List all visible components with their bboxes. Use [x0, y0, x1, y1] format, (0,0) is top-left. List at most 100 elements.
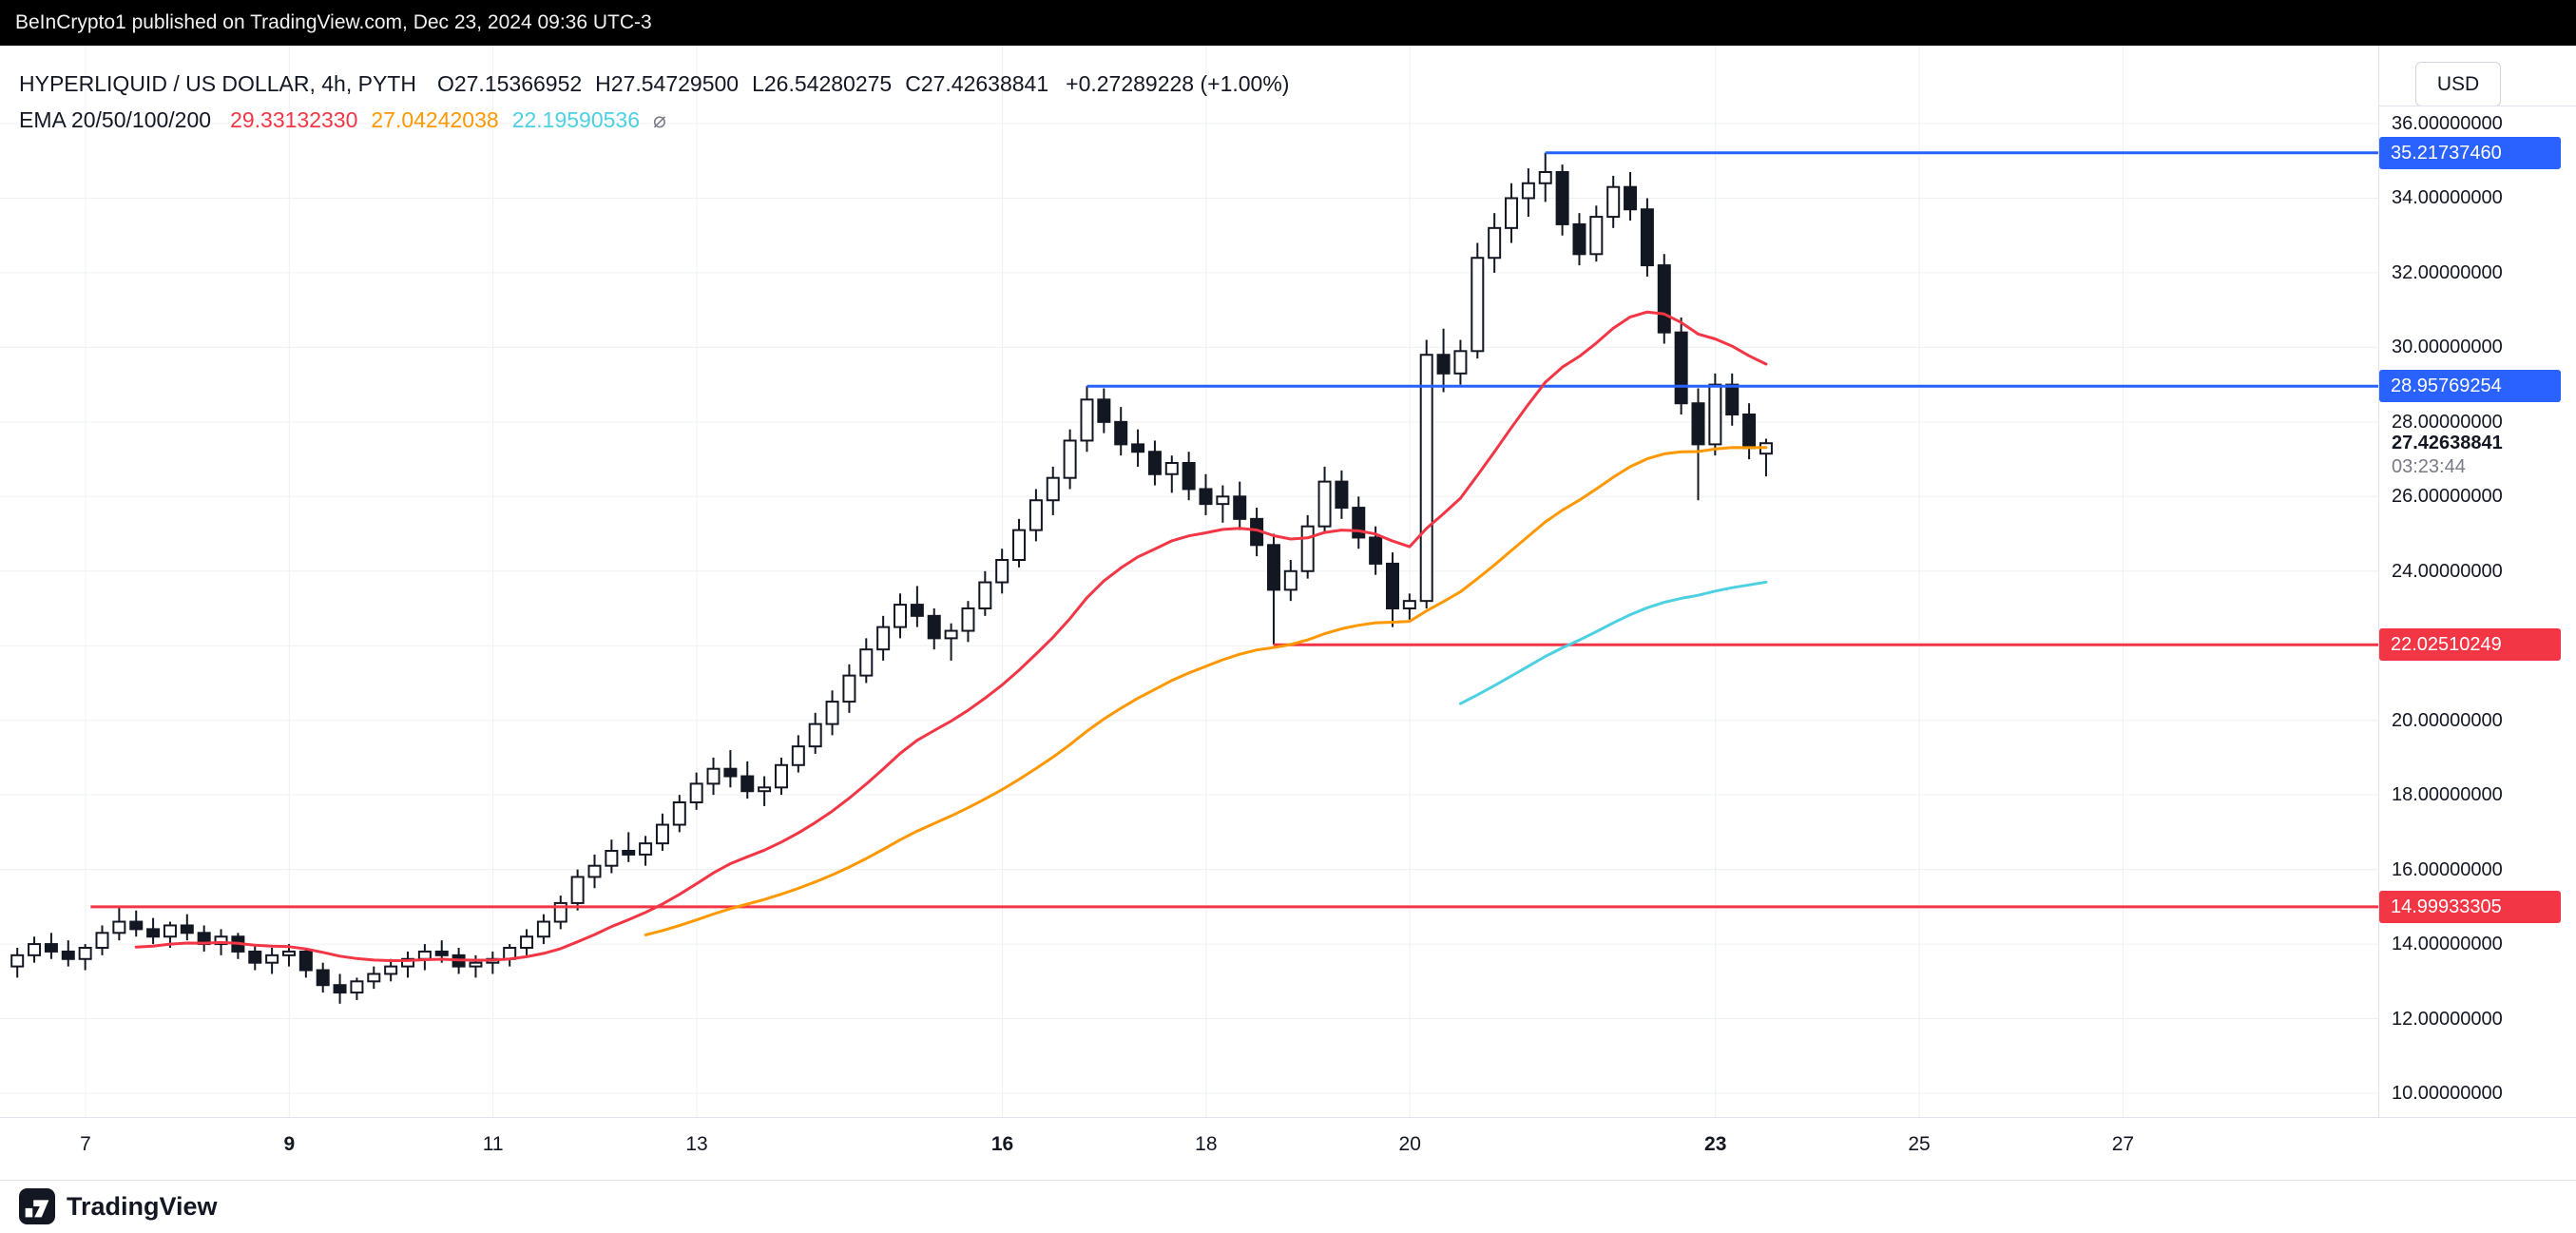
time-axis-label: 11 [482, 1133, 504, 1155]
candle-up [1538, 171, 1552, 184]
bar-countdown-label: 03:23:44 [2392, 456, 2466, 478]
candle-up [1606, 185, 1621, 219]
price-axis-tick: 24.00000000 [2392, 560, 2503, 582]
candle-up [1063, 439, 1077, 479]
candle-up [1012, 529, 1027, 561]
candle-up [401, 957, 415, 968]
candle-up [1708, 383, 1722, 446]
pane-legend: HYPERLIQUID / US DOLLAR, 4h, PYTH O27.15… [19, 67, 1289, 137]
candle-up [350, 980, 364, 994]
candle-down [129, 920, 144, 931]
candle-up [689, 782, 703, 804]
candle-up [587, 864, 602, 878]
candle-down [1147, 451, 1162, 475]
candle-down [316, 969, 330, 987]
candle-up [758, 786, 772, 793]
time-axis-label: 20 [1398, 1133, 1421, 1155]
time-axis[interactable]: 7 9 11 13 16 18 20 23 25 27 [0, 1117, 2576, 1180]
ema-50-value: 27.04242038 [371, 106, 499, 132]
candle-down [1555, 171, 1569, 225]
attribution-banner: BeInCrypto1 published on TradingView.com… [0, 0, 2576, 46]
candle-up [384, 965, 398, 975]
candle-down [434, 950, 449, 956]
candle-down [622, 850, 636, 856]
candle-down [61, 950, 75, 960]
price-axis-tick: 10.00000000 [2392, 1083, 2503, 1104]
candle-up [1521, 182, 1535, 200]
time-axis-label: 7 [80, 1133, 91, 1155]
candle-up [808, 722, 822, 748]
candle-up [655, 823, 669, 845]
ema-indicator-label[interactable]: EMA 20/50/100/200 [19, 106, 212, 132]
candle-down [1266, 544, 1280, 591]
candle-down [1572, 222, 1586, 256]
candle-up [961, 607, 975, 632]
candle-down [298, 950, 313, 972]
candle-down [1199, 488, 1213, 506]
time-axis-label: 9 [283, 1133, 296, 1155]
candle-up [774, 763, 788, 789]
candle-down [1097, 398, 1111, 423]
candle-up [10, 954, 25, 968]
price-axis[interactable]: USD 36.00000000 34.00000000 32.00000000 30.… [2378, 46, 2576, 1117]
ema-200-empty-icon: ⌀ [653, 106, 666, 132]
time-axis-label: 13 [685, 1133, 708, 1155]
candle-up [214, 935, 228, 946]
candle-up [706, 767, 721, 785]
candle-up [978, 581, 992, 609]
price-axis-tick: 36.00000000 [2392, 113, 2503, 134]
candle-down [146, 928, 161, 938]
candle-up [469, 961, 483, 968]
price-axis-tick: 16.00000000 [2392, 858, 2503, 880]
candlestick-chart[interactable] [0, 46, 2378, 1117]
candle-up [1471, 257, 1485, 353]
current-price-label: 27.42638841 [2392, 433, 2503, 454]
symbol-title[interactable]: HYPERLIQUID / US DOLLAR, 4h, PYTH [19, 70, 416, 96]
candle-down [180, 924, 194, 934]
candle-up [1046, 476, 1060, 502]
candle-up [78, 947, 92, 960]
candle-up [1164, 462, 1179, 475]
candle-down [1742, 414, 1757, 450]
candle-up [1453, 350, 1468, 375]
tradingview-logo-icon[interactable] [19, 1188, 55, 1224]
price-axis-tick: 32.00000000 [2392, 261, 2503, 283]
candle-down [1624, 185, 1638, 211]
time-axis-label: 25 [1908, 1133, 1931, 1155]
candle-down [1657, 264, 1671, 334]
indicator-legend-row[interactable]: EMA 20/50/100/200 29.33132330 27.0424203… [19, 103, 1289, 137]
candle-down [1385, 562, 1399, 610]
candle-down [1352, 507, 1366, 539]
candle-up [536, 920, 550, 938]
footer-bar: TradingView [0, 1180, 2576, 1232]
currency-toggle-button[interactable]: USD [2415, 62, 2501, 106]
symbol-legend-row[interactable]: HYPERLIQUID / US DOLLAR, 4h, PYTH O27.15… [19, 67, 1289, 101]
price-axis-tick: 20.00000000 [2392, 709, 2503, 731]
candle-up [1080, 398, 1094, 442]
candle-up [1283, 569, 1298, 591]
tradingview-brand-link[interactable]: TradingView [67, 1192, 218, 1221]
candle-down [44, 943, 58, 953]
candle-up [859, 648, 874, 677]
candle-up [1419, 354, 1433, 603]
price-axis-tick: 30.00000000 [2392, 337, 2503, 358]
time-axis-label: 23 [1704, 1133, 1727, 1155]
price-axis-tick: 34.00000000 [2392, 187, 2503, 209]
candle-up [520, 935, 534, 950]
ema-100-value: 22.19590536 [511, 106, 640, 132]
candle-up [876, 626, 891, 651]
candle-up [842, 674, 856, 703]
ema-50-line [644, 446, 1768, 936]
candle-down [910, 604, 924, 617]
candle-up [791, 745, 805, 766]
price-axis-tick: 26.00000000 [2392, 486, 2503, 508]
price-line-label: 28.95769254 [2379, 370, 2561, 403]
attribution-text: BeInCrypto1 published on TradingView.com… [15, 11, 652, 33]
ema-100-line [1458, 580, 1768, 705]
candle-down [1369, 536, 1383, 565]
candle-up [1317, 480, 1332, 528]
price-axis-tick: 14.00000000 [2392, 934, 2503, 955]
ohlc-close: C27.42638841 [905, 70, 1049, 96]
candle-up [95, 932, 109, 949]
candle-up [1589, 216, 1604, 256]
